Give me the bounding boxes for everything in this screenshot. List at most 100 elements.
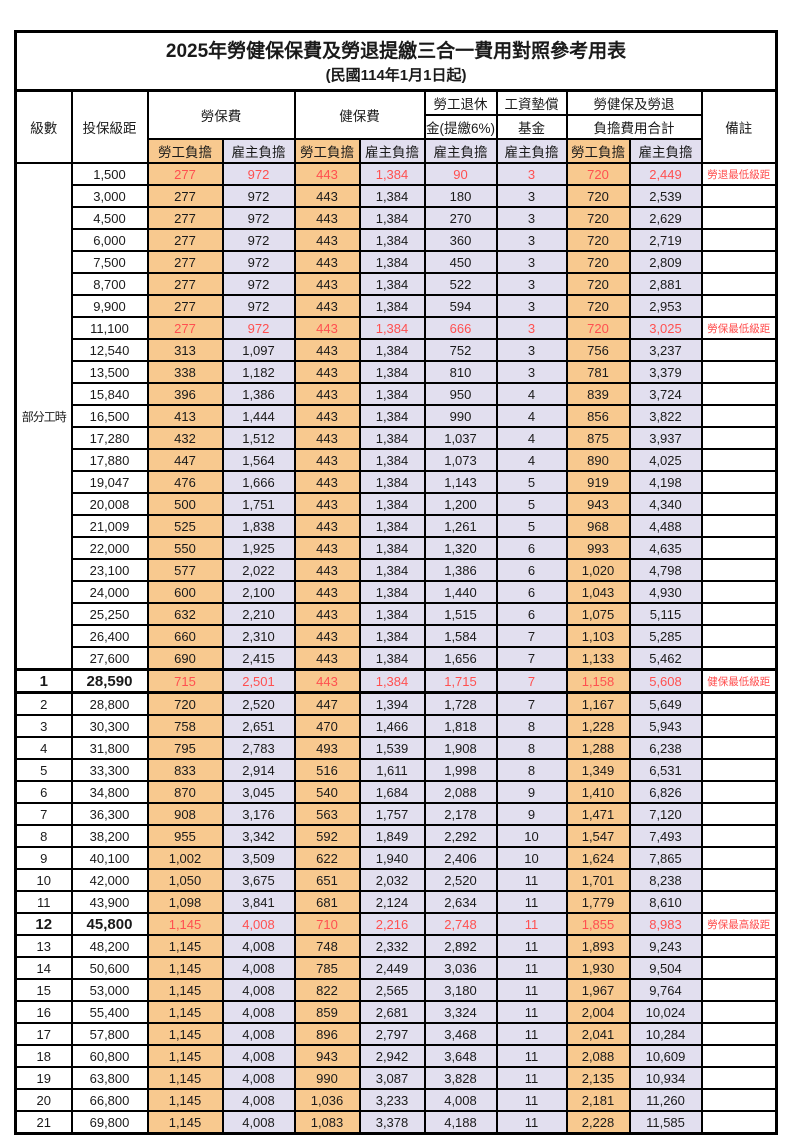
- part-time-group-label: 部分工時: [14, 162, 73, 671]
- health-employer-cell: 2,565: [358, 978, 426, 1003]
- wage-fund-employer-cell: 11: [495, 934, 568, 959]
- note-cell: [700, 1088, 778, 1113]
- level-cell: 17: [14, 1022, 73, 1047]
- table-row: 25,250 632 2,210 443 1,384 1,515 6 1,075 5,115: [16, 602, 778, 627]
- bracket-cell: 36,300: [70, 802, 149, 827]
- pension-employer-cell: 1,715: [423, 668, 498, 695]
- total-employer-cell: 8,610: [628, 890, 703, 915]
- note-cell: [700, 250, 778, 275]
- page-subtitle: (民國114年1月1日起): [325, 66, 467, 84]
- labor-employer-cell: 4,008: [221, 1110, 296, 1135]
- health-employer-cell: 1,757: [358, 802, 426, 827]
- note-cell: [700, 714, 778, 739]
- labor-employer-cell: 972: [221, 316, 296, 341]
- note-cell: [700, 780, 778, 805]
- bracket-cell: 28,590: [70, 668, 149, 695]
- health-employee-cell: 540: [293, 780, 361, 805]
- table-row: 20,008 500 1,751 443 1,384 1,200 5 943 4,340: [16, 492, 778, 517]
- labor-employee-cell: 660: [146, 624, 224, 649]
- labor-employer-cell: 4,008: [221, 934, 296, 959]
- health-employer-cell: 1,384: [358, 558, 426, 583]
- labor-employer-cell: 3,675: [221, 868, 296, 893]
- labor-employee-cell: 500: [146, 492, 224, 517]
- note-cell: [700, 426, 778, 451]
- total-employee-cell: 1,103: [565, 624, 631, 649]
- note-cell: [700, 360, 778, 385]
- total-employer-cell: 6,531: [628, 758, 703, 783]
- total-employer-cell: 11,585: [628, 1110, 703, 1135]
- pension-employer-cell: 1,908: [423, 736, 498, 761]
- table-row: 6 34,800 870 3,045 540 1,684 2,088 9 1,410 6,826: [14, 780, 778, 805]
- note-cell: [700, 978, 778, 1003]
- labor-employer-cell: 3,509: [221, 846, 296, 871]
- table-row: 20 66,800 1,145 4,008 1,036 3,233 4,008 11 2,181…: [14, 1088, 778, 1113]
- premium-reference-table: 2025年勞健保保費及勞退提繳三合一費用對照參考用表 (民國114年1月1日起)…: [14, 30, 779, 1135]
- labor-employee-cell: 277: [146, 228, 224, 253]
- total-employee-cell: 2,004: [565, 1000, 631, 1025]
- note-cell: [700, 514, 778, 539]
- labor-employee-cell: 1,145: [146, 1066, 224, 1091]
- bracket-cell: 13,500: [70, 360, 149, 385]
- total-employee-cell: 720: [565, 184, 631, 209]
- table-row: 17 57,800 1,145 4,008 896 2,797 3,468 11 2,041 10…: [14, 1022, 778, 1047]
- header-labor-employee-share: 勞工負擔: [146, 138, 224, 165]
- bracket-cell: 69,800: [70, 1110, 149, 1135]
- note-cell: [700, 470, 778, 495]
- wage-fund-employer-cell: 3: [495, 338, 568, 363]
- total-employee-cell: 856: [565, 404, 631, 429]
- bracket-cell: 24,000: [70, 580, 149, 605]
- health-employer-cell: 1,384: [358, 338, 426, 363]
- wage-fund-employer-cell: 8: [495, 714, 568, 739]
- pension-employer-cell: 666: [423, 316, 498, 341]
- labor-employee-cell: 1,145: [146, 956, 224, 981]
- total-employer-cell: 5,115: [628, 602, 703, 627]
- pension-employer-cell: 950: [423, 382, 498, 407]
- table-row: 12 45,800 1,145 4,008 710 2,216 2,748 11 1,855 8,…: [14, 912, 778, 937]
- note-cell: [700, 448, 778, 473]
- labor-employer-cell: 3,841: [221, 890, 296, 915]
- pension-employer-cell: 3,324: [423, 1000, 498, 1025]
- health-employee-cell: 563: [293, 802, 361, 827]
- labor-employee-cell: 447: [146, 448, 224, 473]
- health-employee-cell: 443: [293, 580, 361, 605]
- bracket-cell: 15,840: [70, 382, 149, 407]
- pension-employer-cell: 3,648: [423, 1044, 498, 1069]
- labor-employee-cell: 600: [146, 580, 224, 605]
- note-cell: [700, 1022, 778, 1047]
- labor-employer-cell: 1,925: [221, 536, 296, 561]
- labor-employer-cell: 2,783: [221, 736, 296, 761]
- table-row: 5 33,300 833 2,914 516 1,611 1,998 8 1,349 6,531: [14, 758, 778, 783]
- level-cell: 1: [14, 668, 73, 695]
- table-row: 16,500 413 1,444 443 1,384 990 4 856 3,822: [16, 404, 778, 429]
- bracket-cell: 21,009: [70, 514, 149, 539]
- health-employee-cell: 443: [293, 250, 361, 275]
- health-employer-cell: 1,384: [358, 492, 426, 517]
- header-total-line1: 勞健保及勞退: [565, 89, 703, 117]
- bracket-cell: 17,280: [70, 426, 149, 451]
- page-title: 2025年勞健保保費及勞退提繳三合一費用對照參考用表: [165, 41, 627, 62]
- labor-employer-cell: 4,008: [221, 1088, 296, 1113]
- pension-employer-cell: 2,634: [423, 890, 498, 915]
- health-employee-cell: 443: [293, 668, 361, 695]
- health-employer-cell: 2,942: [358, 1044, 426, 1069]
- pension-employer-cell: 2,292: [423, 824, 498, 849]
- labor-employee-cell: 1,098: [146, 890, 224, 915]
- table-row: 19 63,800 1,145 4,008 990 3,087 3,828 11 2,135 10…: [14, 1066, 778, 1091]
- labor-employer-cell: 972: [221, 162, 296, 187]
- health-employer-cell: 1,384: [358, 426, 426, 451]
- wage-fund-employer-cell: 9: [495, 780, 568, 805]
- labor-employee-cell: 476: [146, 470, 224, 495]
- bracket-cell: 38,200: [70, 824, 149, 849]
- total-employer-cell: 8,238: [628, 868, 703, 893]
- level-cell: 5: [14, 758, 73, 783]
- note-cell: [700, 1000, 778, 1025]
- note-cell: [700, 624, 778, 649]
- header-wage-fund-line1: 工資墊償: [495, 89, 568, 117]
- pension-employer-cell: 1,386: [423, 558, 498, 583]
- wage-fund-employer-cell: 11: [495, 1110, 568, 1135]
- health-employee-cell: 443: [293, 184, 361, 209]
- header-bracket: 投保級距: [70, 89, 149, 165]
- level-cell: 7: [14, 802, 73, 827]
- health-employer-cell: 1,384: [358, 184, 426, 209]
- bracket-cell: 40,100: [70, 846, 149, 871]
